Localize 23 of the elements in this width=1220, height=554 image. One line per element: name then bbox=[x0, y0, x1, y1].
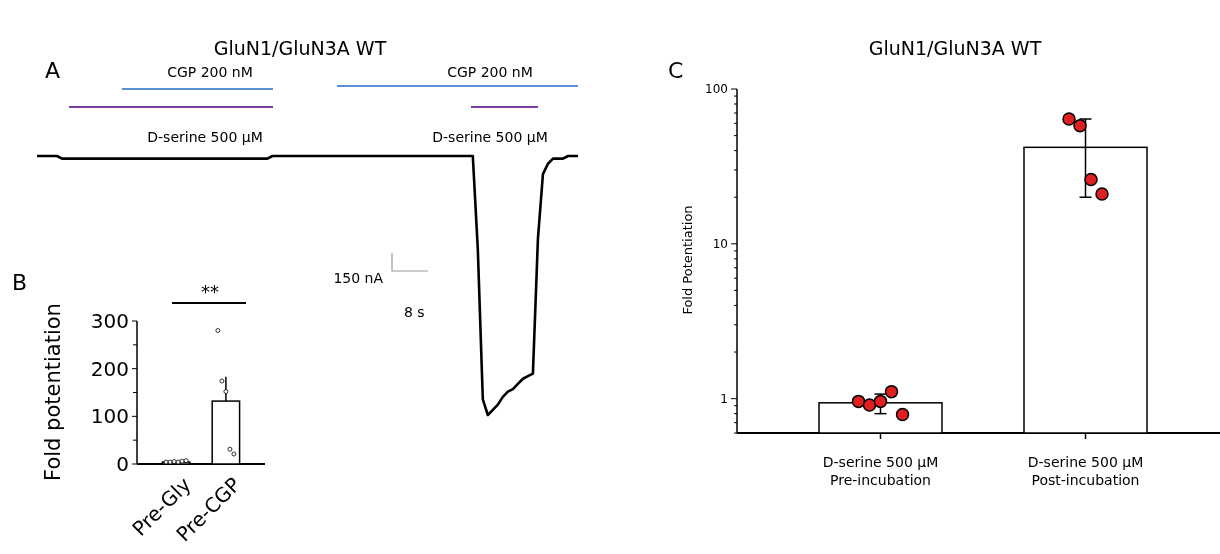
x-tick-label: D-serine 500 µM Post-incubation bbox=[1027, 454, 1144, 488]
text: A bbox=[45, 58, 61, 83]
text: C bbox=[668, 58, 684, 83]
y-tick-label: 300 bbox=[90, 309, 129, 333]
annotation: 8 s bbox=[404, 304, 425, 320]
y-tick-label: 200 bbox=[90, 356, 129, 381]
y-tick-label: 1 bbox=[720, 391, 728, 406]
chart-title: GluN1/GluN3A WT bbox=[213, 37, 387, 59]
chart-title: GluN1/GluN3A WT bbox=[868, 37, 1042, 59]
text: CGP 200 nM bbox=[167, 64, 253, 80]
y-tick-label: 100 bbox=[90, 404, 129, 429]
y-tick-label: 0 bbox=[116, 452, 129, 476]
text: D-serine 500 µM bbox=[147, 129, 263, 145]
annotation: ** bbox=[201, 281, 219, 302]
annotation: 150 nA bbox=[333, 270, 384, 286]
text: B bbox=[12, 270, 28, 295]
y-tick-label: 100 bbox=[705, 82, 728, 97]
text: D-serine 500 µM bbox=[432, 129, 548, 145]
x-tick-label: D-serine 500 µM Pre-incubation bbox=[822, 454, 939, 488]
text: CGP 200 nM bbox=[447, 64, 533, 80]
y-axis-title: Fold Potentiation bbox=[680, 205, 695, 315]
y-axis-title: Fold potentiation bbox=[41, 303, 65, 481]
y-tick-label: 10 bbox=[712, 237, 728, 252]
